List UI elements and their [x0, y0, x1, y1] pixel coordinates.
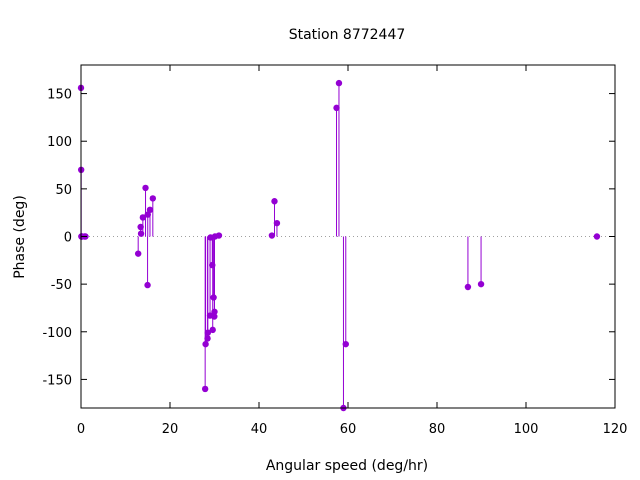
- data-point: [202, 340, 209, 348]
- y-tick-label: -50: [51, 278, 72, 293]
- y-tick-label: -150: [42, 373, 72, 388]
- data-point: [268, 232, 276, 239]
- y-tick-label: 100: [47, 135, 72, 150]
- data-point: [144, 211, 151, 218]
- data-point: [142, 184, 149, 192]
- data-point: [144, 281, 151, 289]
- data-point: [593, 233, 601, 240]
- x-tick-label: 40: [251, 422, 268, 437]
- data-point: [146, 206, 154, 214]
- y-tick-label: 50: [55, 183, 72, 198]
- data-point: [464, 283, 472, 291]
- x-tick-label: 20: [162, 422, 179, 437]
- y-tick-label: 0: [64, 231, 72, 246]
- data-point: [273, 219, 281, 227]
- data-point: [342, 340, 349, 348]
- data-point: [201, 385, 209, 393]
- data-point: [333, 104, 340, 112]
- data-point: [204, 335, 211, 342]
- data-point: [149, 195, 157, 202]
- x-axis-label: Angular speed (deg/hr): [266, 458, 428, 474]
- y-tick-label: 150: [47, 88, 72, 103]
- x-tick-label: 80: [429, 422, 446, 437]
- data-point: [209, 261, 216, 269]
- data-point: [137, 230, 145, 237]
- x-tick-label: 60: [340, 422, 357, 437]
- y-tick-label: -100: [42, 326, 72, 341]
- data-point: [335, 79, 343, 87]
- data-point: [209, 326, 216, 334]
- x-tick-label: 120: [603, 422, 628, 437]
- data-point: [211, 313, 218, 320]
- data-point: [139, 214, 147, 221]
- y-axis-label: Phase (deg): [12, 195, 28, 279]
- data-point: [215, 232, 223, 239]
- x-tick-label: 100: [514, 422, 539, 437]
- data-point: [210, 294, 217, 301]
- data-point: [204, 329, 212, 336]
- data-point: [211, 308, 218, 315]
- data-point: [271, 198, 278, 205]
- data-point: [137, 223, 144, 231]
- data-point: [134, 250, 142, 257]
- data-point: [477, 280, 485, 288]
- x-tick-label: 0: [77, 422, 85, 437]
- chart-title: Station 8772447: [289, 27, 406, 43]
